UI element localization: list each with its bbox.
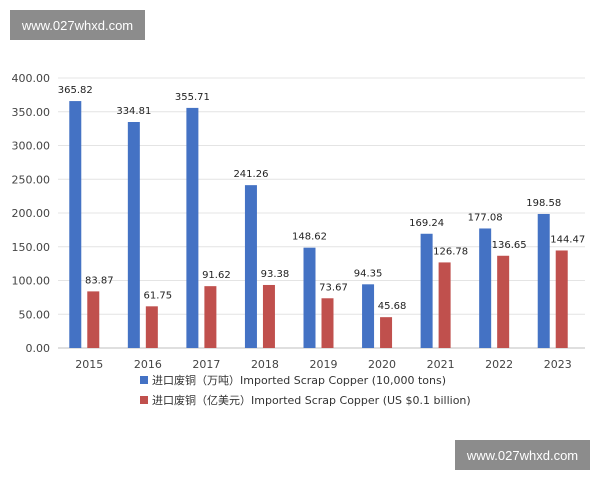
legend-swatch (140, 396, 148, 404)
legend: 进口废铜（万吨）Imported Scrap Copper (10,000 to… (140, 373, 471, 407)
legend-swatch (140, 376, 148, 384)
bar-tons (420, 233, 433, 348)
x-tick-label: 2021 (427, 358, 455, 371)
data-label: 148.62 (292, 232, 327, 243)
bar-tons (186, 107, 199, 348)
bar-usd (380, 317, 393, 348)
bar-tons (244, 185, 257, 348)
data-label: 365.82 (58, 85, 93, 96)
y-tick-label: 200.00 (12, 207, 51, 220)
data-label: 91.62 (202, 270, 231, 281)
bar-usd (204, 286, 217, 348)
x-tick-label: 2022 (485, 358, 513, 371)
legend-label: 进口废铜（万吨）Imported Scrap Copper (10,000 to… (152, 373, 446, 387)
x-tick-label: 2015 (75, 358, 103, 371)
data-label: 177.08 (468, 212, 503, 223)
x-axis: 2015 2016 2017 2018 2019 2020 2021 2022 2023 (75, 358, 571, 371)
x-tick-label: 2023 (544, 358, 572, 371)
bar-tons (537, 213, 550, 348)
data-label: 144.47 (550, 234, 585, 245)
bar-usd (555, 250, 568, 348)
y-tick-label: 100.00 (12, 275, 51, 288)
x-tick-label: 2019 (310, 358, 338, 371)
bar-usd (145, 306, 158, 348)
data-label: 73.67 (319, 282, 348, 293)
chart: 0.00 50.00 100.00 150.00 200.00 250.00 300.00 3… (12, 72, 586, 407)
y-tick-label: 400.00 (12, 72, 51, 85)
watermark-bottom: www.027whxd.com (455, 440, 590, 470)
y-tick-label: 50.00 (19, 308, 51, 321)
data-label: 334.81 (116, 106, 151, 117)
watermark-top: www.027whxd.com (10, 10, 145, 40)
bar-usd (262, 284, 275, 348)
bar-tons (127, 122, 140, 348)
data-label: 93.38 (261, 269, 290, 280)
data-label: 136.65 (492, 240, 527, 251)
x-tick-label: 2020 (368, 358, 396, 371)
data-label: 61.75 (144, 290, 173, 301)
x-tick-label: 2018 (251, 358, 279, 371)
data-label: 198.58 (526, 198, 561, 209)
bar-usd (321, 298, 334, 348)
legend-label: 进口废铜（亿美元）Imported Scrap Copper (US $0.1 … (152, 393, 471, 407)
y-tick-label: 350.00 (12, 106, 51, 119)
y-axis: 0.00 50.00 100.00 150.00 200.00 250.00 300.00 3… (12, 72, 51, 355)
data-label: 45.68 (378, 301, 407, 312)
y-tick-label: 300.00 (12, 140, 51, 153)
bar-tons (303, 247, 316, 348)
bar-tons (69, 101, 82, 348)
data-label: 355.71 (175, 92, 210, 103)
data-label: 83.87 (85, 275, 114, 286)
data-label: 126.78 (433, 246, 468, 257)
bar-tons (479, 228, 492, 348)
bars: 365.82 83.87 334.81 61.75 355.71 91.62 241.26 9… (58, 85, 585, 348)
data-label: 241.26 (233, 169, 268, 180)
x-tick-label: 2016 (134, 358, 162, 371)
data-label: 169.24 (409, 218, 444, 229)
y-tick-label: 150.00 (12, 241, 51, 254)
x-tick-label: 2017 (192, 358, 220, 371)
bar-usd (438, 262, 451, 348)
data-label: 94.35 (354, 268, 383, 279)
y-tick-label: 250.00 (12, 173, 51, 186)
bar-tons (362, 284, 375, 348)
bar-usd (497, 255, 510, 348)
y-tick-label: 0.00 (26, 342, 51, 355)
bar-usd (87, 291, 100, 348)
